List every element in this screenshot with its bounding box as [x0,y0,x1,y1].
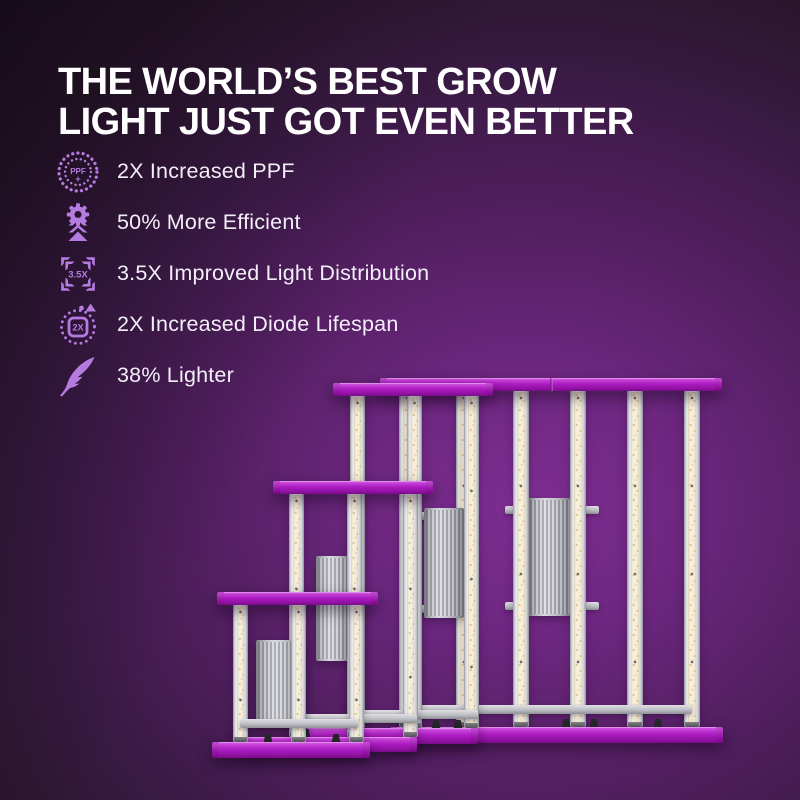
led-bar [349,603,364,742]
feature-label: 3.5X Improved Light Distribution [117,261,430,285]
frame-crossbar [358,710,478,719]
headline-line-2: LIGHT JUST GOT EVEN BETTER [58,101,634,144]
led-bar [570,389,586,727]
led-bar [291,603,306,742]
rail-seam [550,378,553,391]
feature-label: 38% Lighter [117,363,234,387]
feature-row-lifespan: 2X 2X Increased Diode Lifespan [56,299,536,350]
mount-clip [263,734,273,743]
driver-box [424,508,464,618]
driver-box [528,498,572,616]
ppf-increase-icon: PPF + [56,150,100,194]
light-distribution-icon: 3.5X [56,252,100,296]
mount-clip [653,719,663,728]
feather-icon [56,354,100,398]
top-rail [333,383,493,396]
page-title: THE WORLD’S BEST GROW LIGHT JUST GOT EVE… [58,62,718,143]
feature-row-ppf: PPF + 2X Increased PPF [56,146,536,197]
driver-box [316,556,352,661]
feature-row-weight: 38% Lighter [56,350,536,401]
led-bar [627,389,643,727]
diode-lifespan-icon: 2X [56,303,100,347]
led-bar [464,394,479,728]
feature-label: 50% More Efficient [117,210,301,234]
frame-crossbar [407,705,692,714]
ppf-icon-text: PPF [70,167,86,176]
led-bar [513,389,529,727]
mount-clip [561,719,571,728]
feature-row-efficiency: 50% More Efficient [56,197,536,248]
top-rail [217,592,378,605]
mount-clip [589,719,599,728]
frame-crossbar [240,719,358,728]
bottom-rail [212,742,370,758]
led-bar [233,603,248,742]
led-bar [403,492,418,737]
top-rail [273,481,433,494]
mount-clip [331,734,341,743]
led-bar [684,389,700,727]
lifespan-icon-text: 2X [72,322,83,332]
feature-row-distribution: 3.5X 3.5X Improved Light Distribution [56,248,536,299]
ppf-icon-plus: + [75,174,80,184]
headline-line-1: THE WORLD’S BEST GROW [58,61,557,103]
mount-clip [431,720,441,729]
mount-clip [301,729,311,738]
feature-list: PPF + 2X Increased PPF [56,146,536,401]
efficiency-gear-icon [56,201,100,245]
feature-label: 2X Increased Diode Lifespan [117,312,399,336]
feature-label: 2X Increased PPF [117,159,295,183]
distribution-icon-text: 3.5X [68,269,88,280]
mount-clip [453,720,463,729]
